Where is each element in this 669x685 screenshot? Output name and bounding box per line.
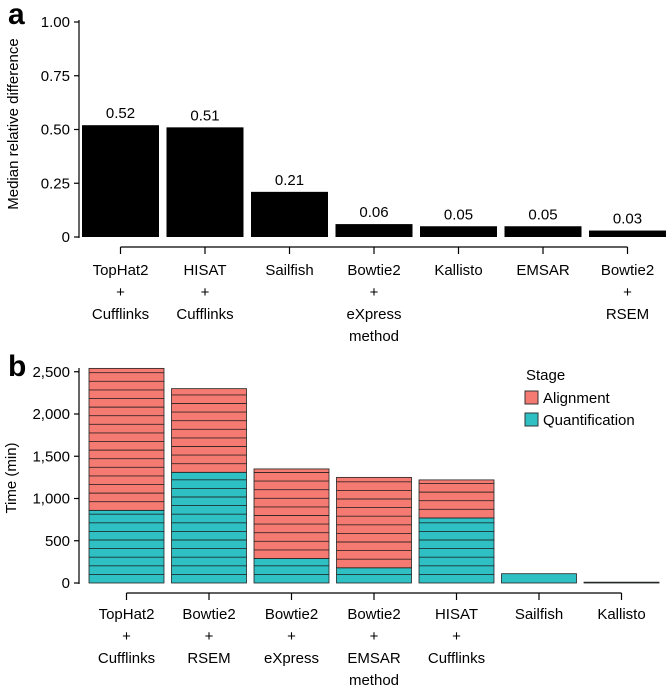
panel-a-x-tick-label: Bowtie2 (347, 262, 400, 279)
panel-b-bar-alignment (171, 388, 247, 473)
panel-b-bar-quantification (583, 581, 660, 584)
panel-a-data-label: 0.51 (190, 107, 219, 124)
legend-title: Stage (526, 367, 565, 384)
legend-label-alignment: Alignment (543, 390, 611, 407)
panel-b-x-tick-label: Kallisto (597, 606, 645, 623)
panel-a-x-tick-label: Kallisto (434, 262, 482, 279)
panel-b-x-tick-label: Bowtie2 (182, 606, 235, 623)
panel-b-label: b (8, 350, 26, 383)
panel-b-bar-alignment (253, 468, 330, 559)
panel-b-bar-alignment (336, 476, 412, 569)
panel-a-x-tick-label: TopHat2 (93, 262, 149, 279)
panel-b-bar-alignment (88, 367, 165, 511)
panel-a-x-tick-label: Sailfish (265, 262, 313, 279)
panel-a-bar (504, 226, 582, 237)
panel-b-x-tick-label: HISAT (435, 606, 478, 623)
panel-a-chart: a Median relative difference 0 0.25 0.50 0.… (5, 0, 666, 345)
panel-a-data-label: 0.05 (444, 206, 473, 223)
panel-a-label: a (8, 0, 25, 31)
panel-b-bar-quantification (171, 471, 247, 584)
panel-a-y-tick-label: 0.50 (41, 122, 70, 139)
panel-a-data-label: 0.21 (275, 172, 304, 189)
panel-a-x-tick-label: method (349, 328, 399, 345)
panel-b-y-axis: 0 500 1,000 1,500 2,000 2,500 (32, 364, 80, 592)
panel-b-bar-quantification (418, 517, 495, 584)
panel-a-data-label: 0.06 (359, 204, 388, 221)
panel-a-y-tick-label: 0.25 (41, 175, 70, 192)
panel-a-bar (82, 125, 159, 237)
panel-b-x-tick-label: + (205, 628, 214, 645)
panel-b-x-tick-label: eXpress (264, 650, 319, 667)
panel-a-bar (166, 127, 244, 237)
panel-b-x-axis: TopHat2 + Cufflinks Bowtie2 + RSEM Bowtie2 + eXp… (98, 592, 646, 685)
panel-a-x-tick-label: Cufflinks (92, 306, 149, 323)
panel-a-x-tick-label: RSEM (606, 306, 649, 323)
panel-a-y-axis-title: Median relative difference (5, 38, 22, 210)
panel-a-x-tick-label: + (370, 284, 379, 301)
panel-b-x-tick-label: Sailfish (515, 606, 563, 623)
panel-a-x-tick-label: + (201, 284, 210, 301)
panel-b-y-tick-label: 500 (45, 533, 70, 550)
panel-a-x-tick-label: Bowtie2 (601, 262, 654, 279)
panel-a-x-tick-label: eXpress (346, 306, 401, 323)
legend-swatch-alignment (524, 390, 539, 405)
panel-b-bars (88, 367, 660, 584)
panel-b-y-tick-label: 2,000 (32, 406, 70, 423)
panel-a-bar (335, 224, 413, 237)
panel-b-x-tick-label: Bowtie2 (265, 606, 318, 623)
panel-a-y-tick-label: 1.00 (41, 14, 70, 31)
panel-a-data-label: 0.03 (613, 211, 642, 228)
panel-a-x-tick-label: Cufflinks (176, 306, 233, 323)
panel-b-x-tick-label: TopHat2 (99, 606, 155, 623)
panel-a-data-label: 0.52 (106, 105, 135, 122)
panel-b-x-tick-label: + (452, 628, 461, 645)
panel-b-bar-alignment (418, 479, 495, 519)
panel-a-y-tick-label: 0.75 (41, 68, 70, 85)
panel-b-x-tick-label: EMSAR (347, 650, 401, 667)
panel-b-y-tick-label: 2,500 (32, 364, 70, 381)
panel-a-x-tick-label: HISAT (183, 262, 226, 279)
panel-a-y-axis: 0 0.25 0.50 0.75 1.00 (41, 14, 80, 246)
panel-b-y-tick-label: 1,500 (32, 448, 70, 465)
panel-b-bar-quantification (88, 509, 165, 584)
panel-b-x-tick-label: + (287, 628, 296, 645)
panel-b-bar-quantification (336, 567, 412, 584)
panel-b-y-tick-label: 1,000 (32, 491, 70, 508)
panel-b-bar-quantification (253, 558, 330, 584)
panel-b-x-tick-label: Bowtie2 (347, 606, 400, 623)
panel-a-bars: 0.52 0.51 0.21 0.06 0.05 0.05 0.03 (82, 105, 666, 237)
legend-swatch-quantification (524, 412, 539, 427)
panel-a-x-tick-label: + (623, 284, 632, 301)
panel-b-bar-quantification (501, 573, 577, 584)
panel-b-x-tick-label: Cufflinks (98, 650, 155, 667)
panel-a-x-tick-label: + (116, 284, 125, 301)
panel-b-legend: Stage Alignment Quantification (524, 367, 635, 429)
panel-a-bar (420, 226, 497, 237)
panel-b-x-tick-label: method (349, 672, 399, 685)
panel-b-x-tick-label: + (122, 628, 131, 645)
panel-b-chart: b Time (min) 0 500 1,000 1,500 2,000 2,500 To… (3, 350, 660, 685)
panel-a-x-axis: TopHat2 + Cufflinks HISAT + Cufflinks Sailfish… (92, 246, 654, 345)
panel-a-x-tick-label: EMSAR (516, 262, 570, 279)
panel-a-bar (251, 191, 328, 237)
panel-a-data-label: 0.05 (528, 206, 557, 223)
panel-a-y-tick-label: 0 (62, 229, 70, 246)
panel-b-x-tick-label: Cufflinks (428, 650, 485, 667)
panel-b-y-tick-label: 0 (62, 575, 70, 592)
panel-b-y-axis-title: Time (min) (3, 442, 20, 513)
panel-a-bar (589, 230, 666, 237)
legend-label-quantification: Quantification (543, 412, 635, 429)
panel-b-x-tick-label: RSEM (187, 650, 230, 667)
panel-b-x-tick-label: + (370, 628, 379, 645)
